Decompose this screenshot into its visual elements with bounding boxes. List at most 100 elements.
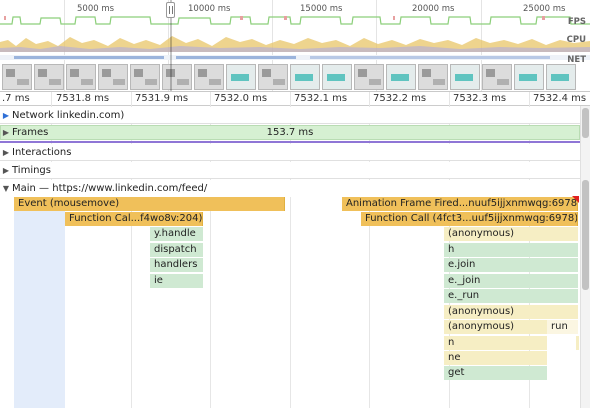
collapse-arrow-icon[interactable]: ▼ [2,184,10,193]
flame-n[interactable]: n [444,336,547,350]
overview-time-label: 25000 ms [523,4,566,14]
track-frames[interactable]: ▶ Frames [0,124,60,141]
expand-arrow-icon[interactable]: ▶ [2,128,10,137]
overview-time-label: 15000 ms [300,4,343,14]
scrollbar-thumb[interactable] [582,108,589,138]
frame-thumbnail [162,64,192,90]
frame-thumbnail [514,64,544,90]
flame-anonymous[interactable]: (anonymous) [444,305,578,319]
fps-chart [0,16,590,25]
frame-thumbnail [386,64,416,90]
frame-thumbnail [66,64,96,90]
frame-thumbnail [258,64,288,90]
cpu-lane-label: CPU [566,35,586,45]
flame-e-join[interactable]: e.join [444,258,578,272]
flame-function-call-right[interactable]: Function Call (4fct3...uuf5ijjxnmwqg:697… [361,212,578,226]
net-chart [0,55,590,60]
flame-ie[interactable]: ie [150,274,203,288]
frame-thumbnail [2,64,32,90]
flame-ne[interactable]: ne [444,351,547,365]
gridline [290,92,291,408]
track-main[interactable]: ▼ Main — https://www.linkedin.com/feed/ [0,180,580,197]
flame-run[interactable]: run [547,320,578,334]
expand-arrow-icon[interactable]: ▶ [2,165,10,175]
time-ruler: .7 ms 7531.8 ms 7531.9 ms 7532.0 ms 7532… [0,92,590,106]
flame-function-call-left[interactable]: Function Cal...f4wo8v:204) [65,212,203,226]
ruler-tick-label: 7532.4 ms [533,93,587,104]
frame-thumbnail [34,64,64,90]
overview-time-label: 5000 ms [77,4,115,14]
frame-thumbnail [194,64,224,90]
flame-animation-frame-fired[interactable]: Animation Frame Fired...nuuf5ijjxnmwqg:6… [342,197,578,211]
ruler-tick-label: 7531.8 ms [56,93,110,104]
track-main-label: Main — https://www.linkedin.com/feed/ [12,183,208,194]
track-interactions-label: Interactions [12,146,72,158]
flame-anonymous[interactable]: (anonymous) [444,320,547,334]
net-lane-label: NET [567,55,586,65]
expand-arrow-icon[interactable]: ▶ [2,147,10,157]
net-bar [176,56,296,59]
gridline [210,92,211,408]
flame-e-underscore-join[interactable]: e._join [444,274,578,288]
gridline [369,92,370,408]
frame-thumbnail [322,64,352,90]
net-bar [14,56,164,59]
fps-drop-marker [4,16,6,20]
warning-triangle-icon [572,196,579,203]
gridline [131,92,132,408]
fps-drop-marker [240,16,243,20]
scrollbar-thumb[interactable] [582,180,589,290]
flame-h[interactable]: h [444,243,578,257]
flame-event-mousemove[interactable]: Event (mousemove) [14,197,285,211]
cpu-area-render [0,46,590,52]
fps-drop-marker [284,16,287,20]
ruler-tick-label: 7532.3 ms [453,93,507,104]
expand-arrow-icon[interactable]: ▶ [2,110,10,120]
net-bar [310,56,550,59]
track-timings-label: Timings [12,164,51,176]
cpu-chart [0,36,590,52]
frame-thumbnail [482,64,512,90]
flame-y-handle[interactable]: y.handle [150,227,203,241]
flame-get[interactable]: get [444,366,547,380]
flame-e-run[interactable]: e._run [444,289,578,303]
frame-thumbnail [290,64,320,90]
frame-bar[interactable]: 153.7 ms [0,125,580,140]
overview-drag-handle[interactable] [166,2,175,18]
ruler-tick-label: 7532.0 ms [214,93,268,104]
track-timings[interactable]: ▶ Timings [0,162,580,179]
ruler-tick-label: .7 ms [2,93,30,104]
fps-lane-label: FPS [567,17,586,27]
ruler-tick-label: 7531.9 ms [135,93,189,104]
timeline-overview[interactable]: 5000 ms 10000 ms 15000 ms 20000 ms 25000… [0,0,590,92]
frame-thumbnail [130,64,160,90]
frame-duration: 153.7 ms [266,127,314,138]
screenshot-strip [0,63,590,91]
ruler-tick-label: 7532.1 ms [294,93,348,104]
overview-selection-window[interactable] [170,0,172,91]
idle-region [14,211,65,408]
fps-line [0,16,590,25]
frames-row: 153.7 ms [0,124,580,142]
track-frames-label: Frames [12,127,49,138]
track-network[interactable]: ▶ Network linkedin.com) [0,107,580,124]
overview-time-label: 10000 ms [188,4,231,14]
fps-drop-marker [393,16,395,20]
overview-time-label: 20000 ms [412,4,455,14]
frame-thumbnail [450,64,480,90]
flame-small-block[interactable] [576,336,579,350]
vertical-scrollbar[interactable] [580,106,590,408]
frame-thumbnail [418,64,448,90]
ruler-tick-label: 7532.2 ms [373,93,427,104]
flame-dispatch[interactable]: dispatch [150,243,203,257]
frame-boundary-line [0,141,580,143]
track-interactions[interactable]: ▶ Interactions [0,144,580,161]
track-network-label: Network linkedin.com) [12,109,125,121]
fps-drop-marker [542,16,545,20]
flame-handlers[interactable]: handlers [150,258,203,272]
frame-thumbnail [354,64,384,90]
frame-thumbnail [546,64,576,90]
flame-anonymous[interactable]: (anonymous) [444,227,578,241]
frame-thumbnail [98,64,128,90]
frame-thumbnail [226,64,256,90]
